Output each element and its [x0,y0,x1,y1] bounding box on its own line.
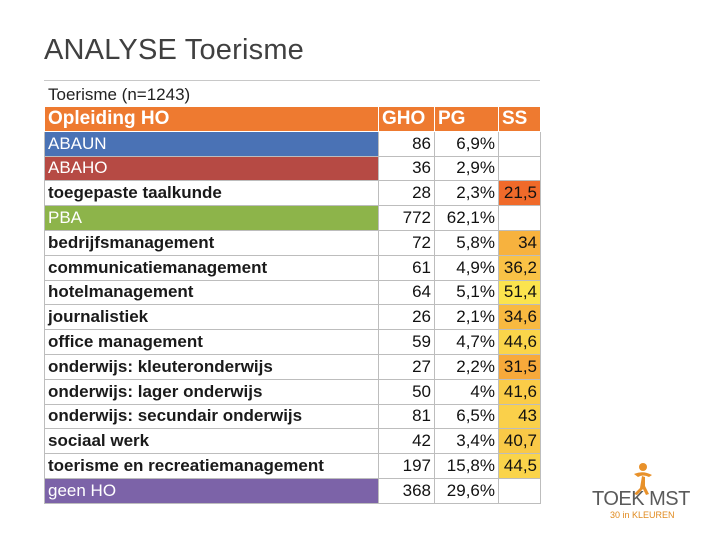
cell-name: onderwijs: lager onderwijs [44,378,379,405]
cell-ss: 41,6 [498,378,541,405]
cell-gho: 59 [378,329,435,355]
cell-ss [498,477,541,504]
cell-gho: 197 [378,453,435,479]
cell-pg: 6,5% [434,403,499,430]
cell-ss: 43 [498,403,541,430]
logo-text: TOEK MST [592,488,690,510]
table-row: PBA 772 62,1% [44,205,541,231]
running-figure-icon [634,463,652,495]
cell-gho: 72 [378,229,435,256]
cell-pg: 4,9% [434,254,499,281]
cell-ss: 51,4 [498,279,541,306]
cell-name: journalistiek [44,304,379,331]
cell-pg: 5,8% [434,229,499,256]
cell-ss: 31,5 [498,353,541,380]
cell-name: office management [44,329,379,355]
header-ss: SS [498,106,541,132]
table-row: ABAHO 36 2,9% [44,155,541,182]
cell-gho: 36 [378,155,435,182]
cell-pg: 29,6% [434,477,499,504]
cell-name: PBA [44,205,379,231]
cell-pg: 2,9% [434,155,499,182]
cell-pg: 3,4% [434,428,499,455]
table-row: sociaal werk 42 3,4% 40,7 [44,428,541,455]
cell-ss [498,205,541,231]
cell-gho: 28 [378,180,435,207]
table-row: hotelmanagement 64 5,1% 51,4 [44,279,541,306]
cell-pg: 4% [434,378,499,405]
cell-pg: 2,1% [434,304,499,331]
cell-pg: 15,8% [434,453,499,479]
cell-name: geen HO [44,477,379,504]
title-divider [44,80,540,81]
cell-ss: 40,7 [498,428,541,455]
cell-gho: 26 [378,304,435,331]
table-row: geen HO 368 29,6% [44,477,541,504]
cell-name: onderwijs: secundair onderwijs [44,403,379,430]
cell-gho: 81 [378,403,435,430]
header-pg: PG [434,106,499,132]
table-row: onderwijs: secundair onderwijs 81 6,5% 43 [44,403,541,430]
table-row: onderwijs: kleuteronderwijs 27 2,2% 31,5 [44,353,541,380]
cell-pg: 4,7% [434,329,499,355]
table-row: toerisme en recreatiemanagement 197 15,8% 4… [44,453,541,479]
cell-ss: 34 [498,229,541,256]
cell-pg: 62,1% [434,205,499,231]
cell-name: toegepaste taalkunde [44,180,379,207]
table-row: ABAUN 86 6,9% [44,130,541,157]
table-row: journalistiek 26 2,1% 34,6 [44,304,541,331]
cell-name: bedrijfsmanagement [44,229,379,256]
cell-name: onderwijs: kleuteronderwijs [44,353,379,380]
cell-name: communicatiemanagement [44,254,379,281]
cell-gho: 27 [378,353,435,380]
cell-gho: 50 [378,378,435,405]
cell-ss: 44,5 [498,453,541,479]
table-row: communicatiemanagement 61 4,9% 36,2 [44,254,541,281]
cell-ss [498,155,541,182]
results-table: Opleiding HO GHO PG SS ABAUN 86 6,9% ABAHO 3… [44,106,541,504]
header-name: Opleiding HO [44,106,379,132]
table-row: onderwijs: lager onderwijs 50 4% 41,6 [44,378,541,405]
toekomst-logo: TOEK MST 30 in KLEUREN [592,462,692,526]
cell-name: sociaal werk [44,428,379,455]
table-row: bedrijfsmanagement 72 5,8% 34 [44,229,541,256]
logo-subtext: 30 in KLEUREN [610,510,675,520]
cell-gho: 61 [378,254,435,281]
cell-name: ABAUN [44,130,379,157]
cell-pg: 5,1% [434,279,499,306]
cell-ss: 44,6 [498,329,541,355]
header-gho: GHO [378,106,435,132]
cell-name: hotelmanagement [44,279,379,306]
slide-title: ANALYSE Toerisme [44,34,305,66]
cell-gho: 64 [378,279,435,306]
cell-pg: 2,3% [434,180,499,207]
table-row: office management 59 4,7% 44,6 [44,329,541,355]
cell-gho: 772 [378,205,435,231]
cell-ss: 21,5 [498,180,541,207]
cell-ss [498,130,541,157]
cell-gho: 42 [378,428,435,455]
cell-ss: 36,2 [498,254,541,281]
table-row: toegepaste taalkunde 28 2,3% 21,5 [44,180,541,207]
results-table-container: Toerisme (n=1243) Opleiding HO GHO PG SS… [44,84,541,504]
cell-pg: 6,9% [434,130,499,157]
cell-name: ABAHO [44,155,379,182]
cell-pg: 2,2% [434,353,499,380]
cell-gho: 368 [378,477,435,504]
table-caption: Toerisme (n=1243) [48,85,191,104]
cell-name: toerisme en recreatiemanagement [44,453,379,479]
cell-ss: 34,6 [498,304,541,331]
table-header-row: Opleiding HO GHO PG SS [44,106,541,132]
cell-gho: 86 [378,130,435,157]
